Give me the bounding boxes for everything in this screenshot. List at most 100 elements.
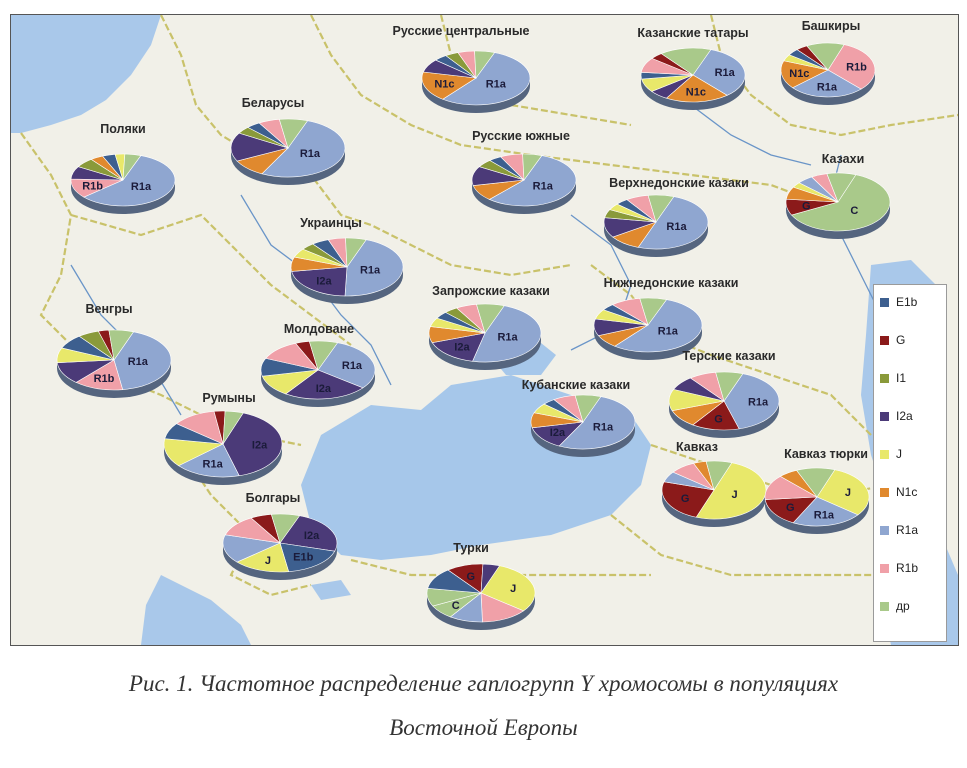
slice-label: G	[786, 502, 795, 514]
pie-title: Казахи	[822, 152, 865, 166]
legend-swatch	[880, 335, 889, 345]
pie-chart: R1a I2a Украинцы	[290, 216, 404, 304]
slice-label: C	[850, 205, 858, 217]
legend-item-r1b: R1b	[880, 561, 918, 575]
legend-label: R1b	[896, 561, 919, 575]
pie-title: Русские центральные	[393, 24, 530, 38]
pie-chart: R1a I2a Запрожские казаки	[428, 284, 550, 370]
pie-slice-r1a	[442, 52, 531, 106]
legend-label: J	[896, 447, 902, 461]
pie-title: Казанские татары	[637, 26, 748, 40]
legend-label: др	[896, 599, 910, 613]
pie-slice-r1a	[488, 155, 577, 207]
pie-slice-r1a	[792, 496, 859, 527]
slice-label: I2a	[316, 383, 332, 395]
pie-slice-dr	[574, 394, 602, 423]
pie-title: Терские казаки	[682, 349, 775, 363]
slice-label: R1a	[486, 79, 507, 91]
legend-item-j: J	[880, 447, 902, 461]
legend-item-dr: др	[880, 599, 910, 613]
slice-label: I2a	[454, 341, 470, 353]
slice-label: R1b	[846, 61, 867, 73]
pie-slice-r1a	[83, 155, 176, 207]
legend: E1b G I1 I2a J N1c R1a R1b др	[873, 284, 947, 642]
slice-label: I2a	[316, 275, 332, 287]
legend-item-i1: I1	[880, 371, 906, 385]
legend-item-n1c: N1c	[880, 485, 917, 499]
pie-slice-j	[695, 462, 767, 520]
legend-swatch	[880, 373, 889, 383]
legend-swatch	[880, 563, 889, 573]
pie-slice-r1a	[692, 49, 746, 96]
pie-chart: R1a G Терские казаки	[668, 349, 780, 438]
legend-item-e1b: E1b	[880, 295, 917, 309]
pie-chart: R1b R1a N1c Башкиры	[780, 19, 876, 105]
pie-chart: R1a R1b Венгры	[56, 302, 172, 398]
pie-title: Румыны	[202, 391, 255, 405]
pie-slice-r1a	[113, 331, 172, 390]
pie-chart: I2a R1a Румыны	[163, 391, 283, 485]
legend-item-i2a: I2a	[880, 409, 913, 423]
slice-label: R1a	[300, 148, 321, 160]
pie-slice-r1a	[558, 396, 636, 450]
baltic-sea	[11, 15, 161, 133]
pie-slice-n1c	[780, 60, 829, 89]
pie-title: Болгары	[246, 491, 301, 505]
pie-slice-i2a	[285, 369, 364, 400]
pie-slice-dr	[647, 194, 675, 223]
pie-chart: R1a N1c Казанские татары	[637, 26, 749, 110]
slice-label: I2a	[252, 440, 268, 452]
pie-slice-r1a	[614, 299, 703, 353]
pie-title: Русские южные	[472, 129, 570, 143]
pie-title: Кавказ тюрки	[784, 447, 868, 461]
pie-slice-i2a	[431, 332, 486, 362]
slice-label: R1a	[658, 326, 679, 338]
legend-swatch	[880, 449, 889, 459]
map-frame: R1a R1b Поляки R1a Беларусы R1a N1c Русские цен…	[10, 14, 959, 646]
slice-label: R1a	[128, 356, 149, 368]
pie-slice-dr	[715, 371, 744, 402]
slice-label: J	[731, 489, 737, 501]
slice-label: E1b	[293, 552, 313, 564]
pie-slice-dr	[796, 467, 836, 498]
pie-title: Нижнедонские казаки	[604, 276, 739, 290]
pie-title: Башкиры	[802, 19, 861, 33]
pie-slice-dr	[639, 297, 668, 326]
pie-slice-dr	[705, 460, 733, 491]
pie-slice-r1a	[177, 443, 240, 478]
slice-label: G	[681, 493, 690, 505]
slice-label: R1a	[131, 181, 152, 193]
pie-slice-g	[764, 496, 818, 524]
pie-slice-c	[791, 174, 891, 232]
legend-label: G	[896, 333, 906, 347]
pie-slice-i2a	[279, 515, 338, 552]
pie-title: Кубанские казаки	[522, 378, 630, 392]
pie-slice-dr	[806, 42, 845, 71]
pie-slice-r1a	[723, 373, 780, 430]
slice-label: I2a	[304, 530, 320, 542]
legend-item-r1a: R1a	[880, 523, 918, 537]
caption-line-1: Рис. 1. Частотное распределение гаплогру…	[128, 671, 839, 696]
legend-swatch	[880, 411, 889, 421]
legend-label: R1a	[896, 523, 919, 537]
legend-swatch	[880, 487, 889, 497]
pie-slice-r1a	[344, 239, 404, 297]
pie-chart: R1a Русские южные	[471, 129, 577, 214]
legend-label: N1c	[896, 485, 918, 499]
pie-slice-r1a	[472, 305, 542, 363]
pie-chart: J R1a G Кавказ тюрки	[764, 447, 870, 534]
pie-slice-e1b	[279, 542, 336, 572]
slice-label: R1b	[82, 180, 103, 192]
pie-slice-n1c	[421, 71, 477, 100]
pie-slice-dr	[660, 47, 712, 76]
pie-title: Молдоване	[284, 322, 354, 336]
pie-slice-dr	[278, 118, 309, 149]
pie-slice-g	[661, 481, 715, 518]
pie-slice-j	[236, 542, 290, 573]
pie-chart: R1a Нижнедонские казаки	[593, 276, 739, 360]
slice-label: G	[467, 571, 476, 583]
slice-label: J	[510, 583, 516, 595]
pie-title: Запрожские казаки	[432, 284, 550, 298]
pie-slice-j	[163, 438, 225, 467]
pie-slice-r1b	[827, 44, 876, 90]
